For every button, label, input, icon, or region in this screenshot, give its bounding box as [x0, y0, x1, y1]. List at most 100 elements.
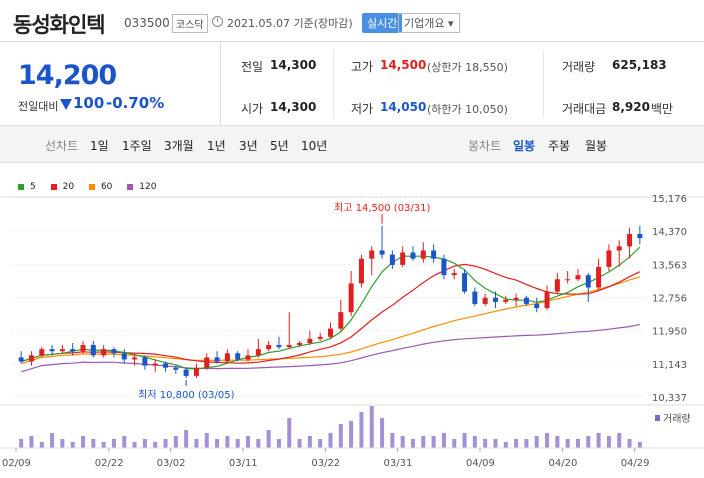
candle-body: [39, 349, 45, 356]
candle-body: [266, 345, 272, 350]
volume-bar: [204, 433, 209, 448]
volume-bar: [235, 439, 240, 448]
candle-body: [28, 355, 34, 362]
candle: [111, 347, 117, 358]
y-tick-label: 12,756: [652, 294, 687, 305]
volume-label: 거래량: [663, 413, 691, 425]
candle: [235, 351, 241, 362]
tab-1week[interactable]: 1주일: [122, 139, 152, 153]
candle-body: [575, 275, 581, 280]
candle: [276, 336, 282, 350]
stock-chart[interactable]: 15,176 14,370 13,563 12,756 11,950 11,143 10,3…: [0, 163, 704, 478]
tab-5year[interactable]: 5년: [270, 139, 289, 153]
candle: [193, 363, 199, 378]
x-tick-label: 03/11: [229, 458, 258, 469]
company-info-dropdown[interactable]: 기업개요 ▾: [398, 13, 460, 33]
volume-bar: [194, 439, 199, 448]
candle: [431, 244, 437, 263]
legend-ma20: 20: [50, 182, 80, 192]
candle-body: [451, 273, 457, 276]
volume-bar: [39, 442, 44, 448]
candle-body: [492, 297, 498, 302]
candle-chart-label: 봉차트: [468, 139, 502, 153]
candle-body: [410, 252, 416, 259]
tab-1year[interactable]: 1년: [207, 139, 226, 153]
volume-bar: [184, 430, 189, 448]
volume-bar: [380, 418, 385, 448]
tab-10year[interactable]: 10년: [301, 139, 328, 153]
candle-body: [59, 349, 65, 352]
tab-daily[interactable]: 일봉: [513, 139, 536, 153]
candle: [18, 351, 24, 364]
volume-legend-swatch: [655, 415, 660, 421]
candle: [441, 254, 447, 280]
candle: [152, 359, 158, 372]
volume-bar: [452, 439, 457, 448]
volume-bar: [50, 433, 55, 448]
candle: [328, 322, 333, 339]
volume-bar: [256, 439, 261, 448]
tab-weekly[interactable]: 주봉: [548, 139, 571, 153]
candle-body: [111, 349, 117, 354]
candle: [410, 246, 416, 261]
lower-limit: (하한가 10,050): [427, 103, 508, 116]
volume-bar: [111, 439, 116, 448]
candle-body: [462, 273, 468, 292]
candle: [204, 353, 210, 370]
volume-bar: [565, 439, 570, 448]
candle: [575, 268, 581, 282]
high-label: 고가: [351, 60, 374, 74]
candle-body: [358, 258, 364, 284]
tab-3month[interactable]: 3개월: [164, 139, 194, 153]
volume-bar: [431, 436, 436, 448]
volume-bar: [524, 439, 529, 448]
volume-bar: [338, 424, 343, 448]
candle-body: [472, 291, 478, 304]
candle: [39, 347, 45, 358]
x-tick-label: 02/09: [2, 458, 31, 469]
candle: [544, 285, 550, 311]
candle: [255, 338, 261, 358]
candle: [534, 297, 540, 313]
volume-bar: [503, 442, 508, 448]
volume-bar: [297, 439, 302, 448]
candle-body: [204, 357, 210, 368]
volume-bar: [575, 439, 580, 448]
tab-1day[interactable]: 1일: [90, 139, 109, 153]
candle: [307, 330, 313, 346]
volume-bar: [472, 436, 477, 448]
volume-bar: [163, 439, 168, 448]
realtime-button[interactable]: 실시간: [362, 13, 403, 33]
candle: [266, 340, 272, 352]
volume-bar: [29, 436, 34, 448]
candle: [503, 295, 509, 304]
volume-bar: [617, 433, 622, 448]
tab-monthly[interactable]: 월봉: [585, 139, 608, 153]
clock-icon: [212, 16, 223, 27]
volume-bar: [390, 433, 395, 448]
candle: [49, 345, 55, 356]
legend-ma60: 60: [88, 182, 118, 192]
tab-3year[interactable]: 3년: [239, 139, 258, 153]
header: 동성화인텍 033500 코스닥 2021.05.07 기준(장마감) 실시간 …: [0, 0, 704, 42]
candle: [224, 349, 230, 364]
volume-bar: [266, 430, 271, 448]
candle-body: [503, 299, 509, 302]
divider: [333, 50, 334, 118]
candle-body: [152, 363, 158, 366]
volume-bar: [410, 439, 415, 448]
candle: [420, 242, 426, 263]
low-label: 저가: [351, 102, 374, 116]
volume-bar: [70, 442, 75, 448]
candle-body: [616, 246, 622, 251]
volume-bar: [606, 436, 611, 448]
candle-body: [132, 357, 138, 360]
open-label: 시가: [241, 102, 264, 116]
volume-bar: [81, 436, 86, 448]
open-value: 14,300: [270, 100, 317, 114]
candle: [214, 351, 220, 364]
candle-body: [297, 343, 303, 346]
candle-body: [606, 250, 612, 267]
volume-bar: [483, 439, 488, 448]
candle-body: [389, 254, 395, 265]
